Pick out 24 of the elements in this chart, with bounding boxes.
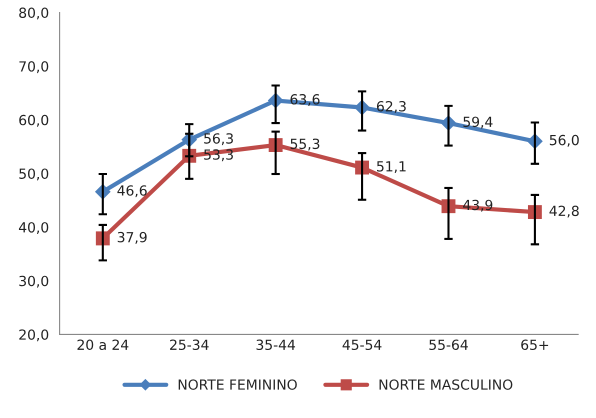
y-tick-label: 20,0 (19, 329, 48, 342)
data-label: 56,3 (204, 133, 233, 146)
data-label: 37,9 (118, 232, 147, 244)
data-label: 59,4 (463, 116, 493, 128)
data-label: 51,1 (377, 161, 406, 174)
data-label: 56,0 (550, 134, 579, 147)
y-tick-label: 80,0 (19, 8, 48, 20)
x-tick-label: 55-64 (429, 340, 468, 350)
x-tick-label: 35-44 (256, 340, 296, 350)
legend-label: NORTE MASCULINO (380, 379, 512, 390)
y-tick-label: 70,0 (19, 61, 48, 74)
legend-label: NORTE FEMININO (178, 379, 297, 390)
y-tick-label: 50,0 (19, 168, 48, 180)
x-tick-label: 25-34 (170, 340, 209, 350)
data-label: 55,3 (290, 138, 320, 150)
data-label: 42,8 (549, 206, 579, 218)
data-label: 46,6 (117, 185, 147, 198)
y-tick-label: 30,0 (19, 276, 48, 288)
y-tick-label: 40,0 (18, 222, 48, 234)
x-tick-label: 65+ (521, 340, 548, 350)
data-label: 62,3 (376, 101, 406, 113)
x-tick-label: 45-54 (342, 340, 382, 350)
y-tick-label: 60,0 (19, 114, 48, 127)
x-tick-label: 20 a 24 (77, 340, 128, 350)
